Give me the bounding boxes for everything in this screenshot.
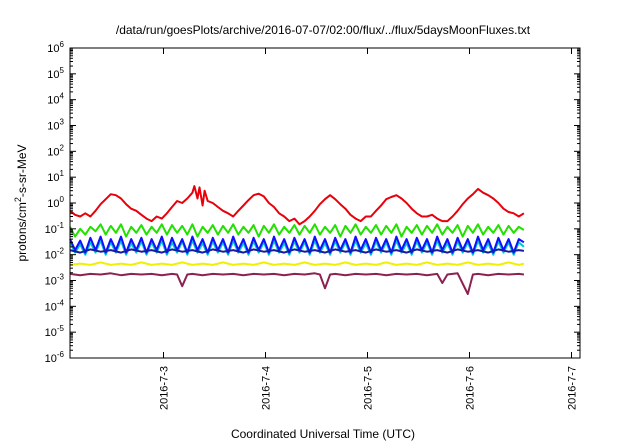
y-tick-exponent: 5 (60, 66, 65, 75)
y-tick-exponent: -2 (57, 247, 65, 256)
y-axis-label: protons/cm2-s-sr-MeV (13, 144, 29, 261)
series-line-6 (69, 261, 525, 266)
y-tick-exponent: -3 (57, 273, 65, 282)
y-tick-base: 10 (47, 172, 59, 184)
x-tick-label: 2016-7-7 (567, 366, 579, 410)
y-tick-label: 106 (47, 40, 64, 55)
y-tick-base: 10 (45, 353, 57, 365)
y-tick-base: 10 (47, 95, 59, 107)
y-tick-base: 10 (45, 301, 57, 313)
y-tick-label: 10-4 (45, 298, 65, 313)
y-tick-label: 10-5 (45, 324, 65, 339)
y-tick-label: 100 (47, 195, 64, 210)
y-tick-exponent: -5 (57, 324, 65, 333)
x-tick-label: 2016-7-4 (261, 366, 273, 410)
y-tick-base: 10 (47, 43, 59, 55)
x-tick-label: 2016-7-5 (363, 366, 375, 410)
series-line-5 (69, 248, 525, 254)
chart-title: /data/run/goesPlots/archive/2016-07-07/0… (116, 23, 531, 37)
y-tick-label: 10-1 (45, 221, 65, 236)
y-tick-base: 10 (45, 276, 57, 288)
y-tick-base: 10 (47, 198, 59, 210)
y-tick-base: 10 (45, 327, 57, 339)
y-tick-exponent: -4 (57, 298, 65, 307)
y-tick-base: 10 (45, 224, 57, 236)
y-tick-exponent: 4 (60, 92, 65, 101)
y-tick-label: 10-2 (45, 247, 65, 262)
y-tick-exponent: 2 (60, 143, 65, 152)
series-line-7 (69, 272, 525, 295)
x-axis-label: Coordinated Universal Time (UTC) (231, 427, 415, 441)
y-tick-base: 10 (47, 69, 59, 81)
y-tick-label: 10-3 (45, 273, 65, 288)
series-line-1 (69, 185, 525, 226)
y-tick-base: 10 (47, 121, 59, 133)
y-tick-label: 10-6 (45, 350, 65, 365)
y-tick-exponent: -6 (57, 350, 65, 359)
y-tick-exponent: 6 (60, 40, 65, 49)
series-line-2 (69, 223, 525, 238)
plot-frame (69, 47, 581, 359)
y-tick-base: 10 (47, 146, 59, 158)
y-tick-base: 10 (45, 250, 57, 262)
y-tick-exponent: 0 (60, 195, 65, 204)
y-tick-label: 104 (47, 92, 64, 107)
y-tick-label: 101 (47, 169, 64, 184)
x-tick-label: 2016-7-6 (465, 366, 477, 410)
y-tick-label: 103 (47, 118, 64, 133)
x-tick-label: 2016-7-3 (159, 366, 171, 410)
y-axis-label-main: protons/cm (15, 202, 29, 261)
y-tick-exponent: -1 (57, 221, 65, 230)
y-tick-label: 105 (47, 66, 64, 81)
series-layer (69, 185, 525, 295)
y-axis-label-sup: 2 (13, 197, 23, 202)
x-axis-ticks: 2016-7-3 2016-7-4 2016-7-5 2016-7-6 2016-7-7 (159, 48, 579, 410)
y-tick-exponent: 1 (60, 169, 65, 178)
y-tick-exponent: 3 (60, 118, 65, 127)
y-tick-label: 102 (47, 143, 64, 158)
y-axis-label-rest: -s-sr-MeV (15, 144, 29, 197)
y-axis-ticks: 10-610-510-410-310-210-11001011021031041… (45, 40, 580, 365)
